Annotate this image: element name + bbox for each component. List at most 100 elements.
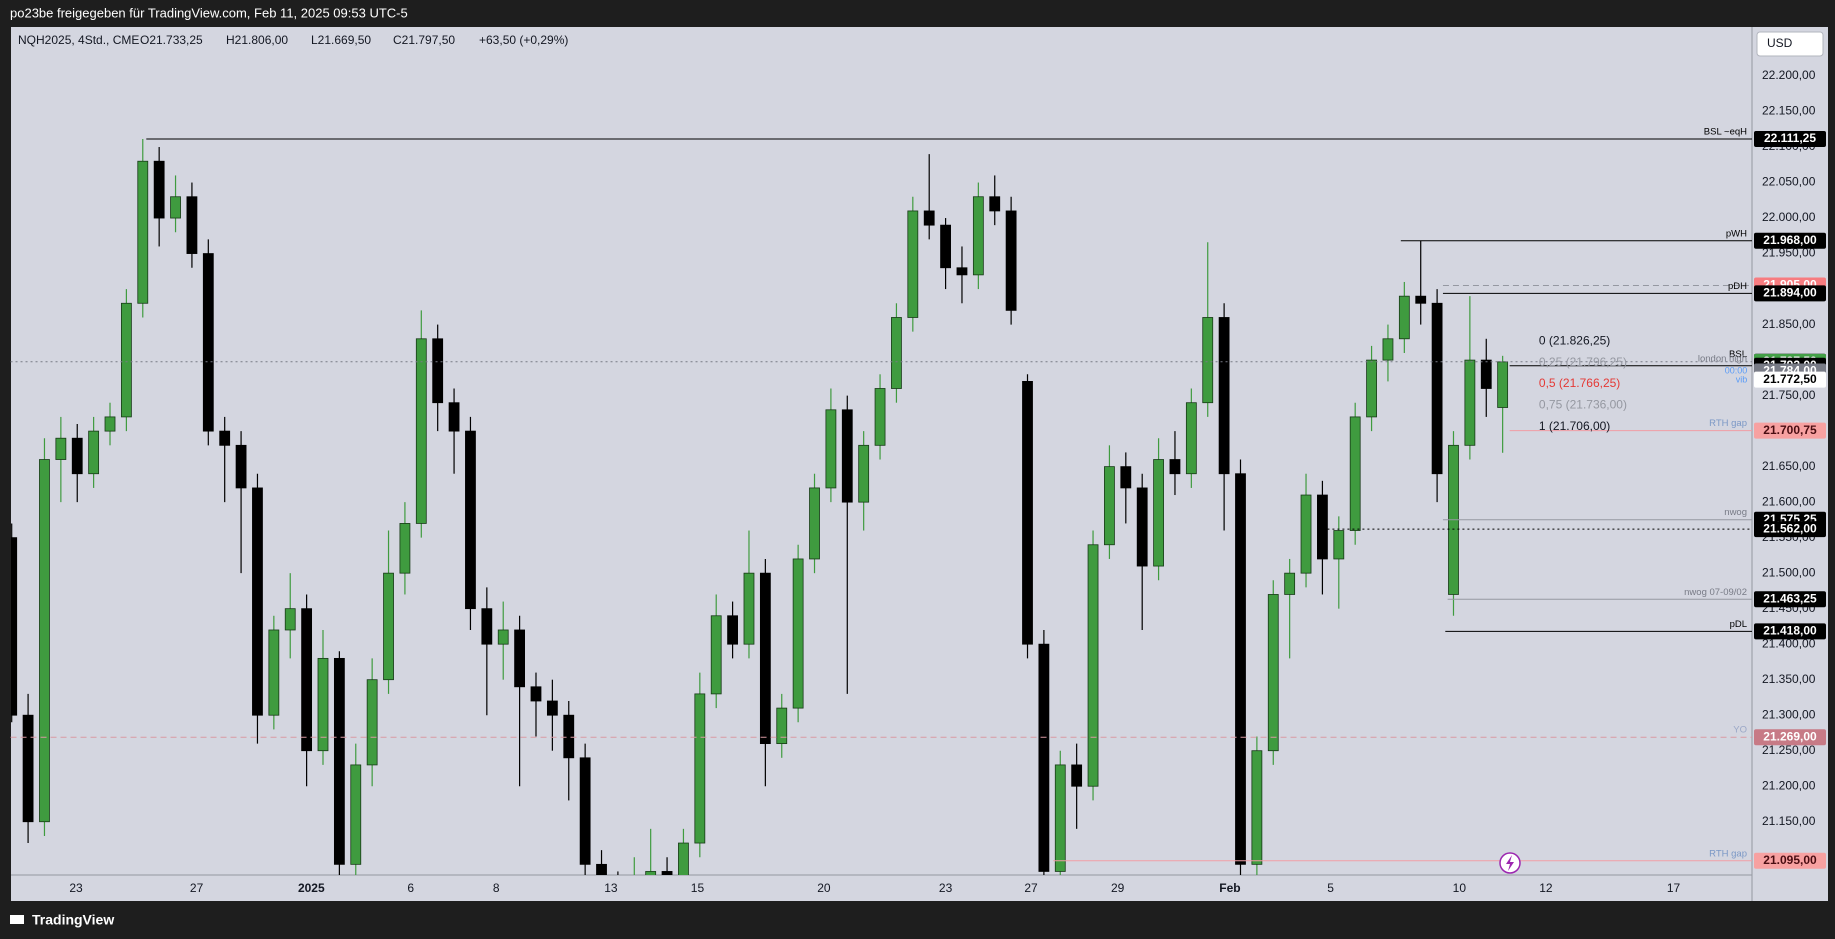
candle-body <box>170 196 181 219</box>
price-tag <box>1754 285 1826 302</box>
ohlc-open: O21.733,25 <box>140 33 203 47</box>
candle-body <box>317 657 329 752</box>
price-tag-label: 22.111,25 <box>1764 131 1816 145</box>
candle-body <box>727 615 738 645</box>
candle-body <box>301 608 313 752</box>
y-tick-label: 21.250,00 <box>1762 743 1816 757</box>
y-tick-label: 21.750,00 <box>1762 388 1816 402</box>
currency-button[interactable] <box>1756 31 1824 57</box>
candle-body <box>989 196 1001 212</box>
candle-body <box>55 437 67 460</box>
fib-label: 1 (21.706,00) <box>1539 419 1610 433</box>
fib-label: 0,75 (21.736,00) <box>1539 398 1627 412</box>
plot-area <box>11 27 1752 875</box>
candle-body <box>1218 317 1230 475</box>
level-name: YO <box>1733 725 1747 736</box>
candle-body <box>940 224 951 269</box>
candle-body <box>579 757 591 865</box>
candle-body <box>710 615 722 695</box>
x-tick-label: Feb <box>1219 881 1240 895</box>
candle-body <box>1333 530 1345 560</box>
level-name: pWH <box>1726 228 1747 239</box>
level-name: london high <box>1698 353 1747 364</box>
fib-label: 0,25 (21.796,25) <box>1539 355 1627 369</box>
candle-body <box>366 679 378 766</box>
candle-body <box>1185 402 1197 475</box>
y-tick-label: 21.950,00 <box>1762 246 1816 260</box>
candle-body <box>1349 416 1361 531</box>
price-tag-label: 21.418,00 <box>1763 624 1817 638</box>
price-tag-label: 21.968,00 <box>1763 233 1817 247</box>
candles <box>11 139 1509 875</box>
y-tick-label: 21.300,00 <box>1762 707 1816 721</box>
ohlc-high: H21.806,00 <box>226 33 288 47</box>
candle-body <box>530 686 542 702</box>
level-name: RTH gap <box>1709 418 1747 429</box>
y-tick-label: 22.000,00 <box>1762 210 1816 224</box>
candle-body <box>186 196 198 254</box>
annotation: vib <box>1736 375 1748 385</box>
candle-body <box>39 459 50 823</box>
candle-body <box>514 629 526 688</box>
candle-body <box>1431 302 1443 475</box>
candle-body <box>219 430 231 446</box>
currency[interactable]: USD <box>1767 36 1793 50</box>
overlay: 21.150,00 21.200,00 21.250,00 21.300,00 21.3… <box>10 68 1826 895</box>
candle-body <box>1464 359 1476 446</box>
level-name: nwog <box>1724 507 1747 518</box>
candle-body <box>661 871 673 875</box>
level-name: pDL <box>1730 619 1747 630</box>
y-tick-label: 21.150,00 <box>1762 814 1816 828</box>
candle-body <box>1153 459 1164 567</box>
candle-body <box>1120 466 1132 489</box>
price-tag <box>1754 521 1826 538</box>
y-tick-label: 21.500,00 <box>1762 565 1816 579</box>
candle-body <box>1022 380 1033 645</box>
candle-body <box>891 317 902 389</box>
candle-body <box>1398 295 1410 340</box>
candle-body <box>1005 210 1017 311</box>
ohlc-close: C21.797,50 <box>393 33 455 47</box>
symbol: NQH2025, 4Std., CME <box>18 33 139 47</box>
candle-body <box>858 444 870 503</box>
candle-body <box>333 657 345 865</box>
candle-body <box>202 253 214 432</box>
candle-body <box>88 430 100 475</box>
price-tag-label: 21.463,25 <box>1763 591 1817 605</box>
price-tag <box>1754 371 1826 388</box>
candle-body <box>432 338 444 404</box>
candle-body <box>809 487 820 560</box>
candle-body <box>776 707 788 745</box>
candle-body <box>104 416 116 432</box>
level-name: RTH gap <box>1709 848 1747 859</box>
level-name: pDH <box>1728 281 1747 292</box>
fib-label: 0,5 (21.766,25) <box>1539 376 1620 390</box>
price-tag <box>1754 729 1826 746</box>
logo <box>10 915 24 924</box>
candle-body <box>1317 494 1328 560</box>
candle-body <box>546 700 558 716</box>
candle-body <box>1087 544 1099 787</box>
y-tick-label: 21.850,00 <box>1762 317 1816 331</box>
legend: NQH2025, 4Std., CME O21.733,25 H21.806,0… <box>18 33 568 47</box>
y-tick-label: 22.150,00 <box>1762 104 1816 118</box>
candle-body <box>1497 361 1509 408</box>
price-tag-label: 21.772,50 <box>1763 372 1817 386</box>
candle-body <box>1104 466 1115 546</box>
annotation: 00:00 <box>1725 365 1748 375</box>
x-tick-label: 10 <box>1453 881 1467 895</box>
price-tag-label: 21.095,00 <box>1763 853 1817 867</box>
candle-body <box>956 267 968 276</box>
price-tag-label: 21.700,75 <box>1763 423 1817 437</box>
candle-body <box>645 871 657 875</box>
candle-body <box>1038 643 1050 872</box>
candle-body <box>1267 594 1279 752</box>
candle-body <box>481 608 493 645</box>
y-tick-label: 21.350,00 <box>1762 672 1816 686</box>
candle-body <box>268 629 280 716</box>
level-name: nwog 07-09/02 <box>1684 587 1747 598</box>
candle-body <box>415 338 427 524</box>
candle-body <box>22 714 34 823</box>
candle-body <box>448 402 460 432</box>
